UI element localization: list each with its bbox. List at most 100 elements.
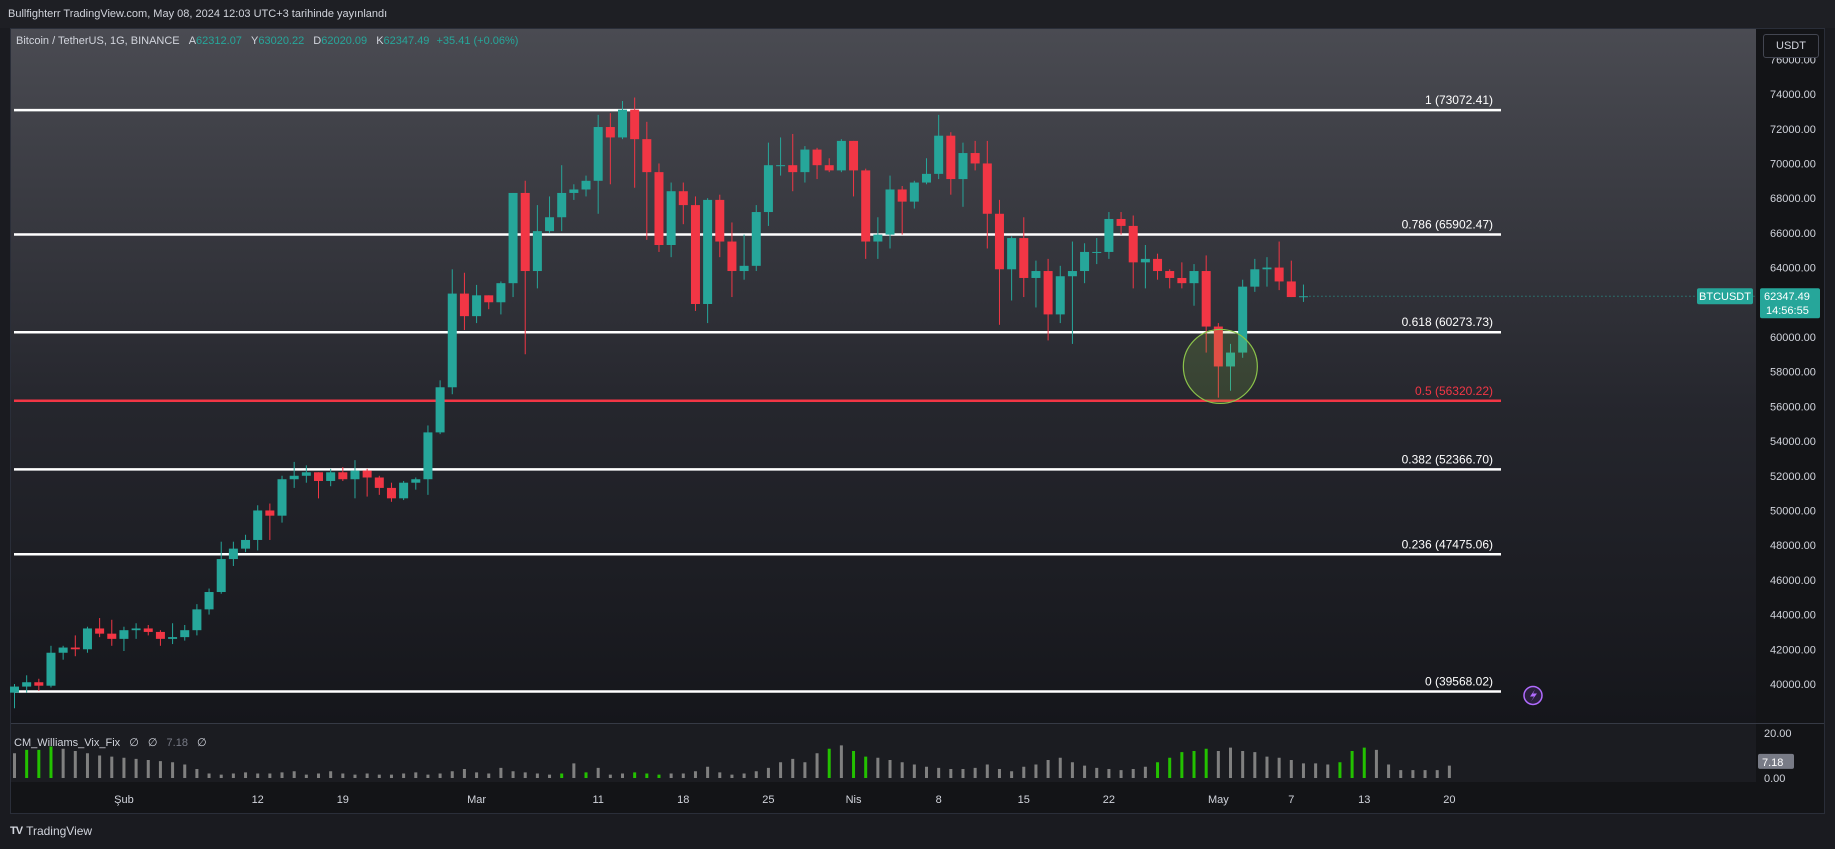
candle[interactable] (1116, 212, 1126, 235)
candle[interactable] (1104, 212, 1114, 259)
candle[interactable] (605, 113, 615, 185)
candle[interactable] (338, 467, 348, 481)
tradingview-logo[interactable]: TV TradingView (10, 824, 92, 838)
candle[interactable] (350, 460, 360, 499)
candle[interactable] (727, 222, 737, 298)
candle[interactable] (922, 158, 931, 185)
candle[interactable] (1298, 284, 1308, 302)
candle[interactable] (95, 618, 105, 638)
candle[interactable] (970, 140, 980, 171)
candle[interactable] (155, 630, 165, 646)
candle[interactable] (958, 142, 968, 207)
candle[interactable] (1201, 255, 1211, 353)
candle[interactable] (703, 198, 713, 324)
candle[interactable] (666, 182, 676, 258)
candle[interactable] (192, 604, 202, 636)
candle[interactable] (131, 623, 141, 639)
currency-button[interactable]: USDT (1763, 34, 1819, 58)
candle[interactable] (1043, 258, 1053, 341)
candle[interactable] (569, 184, 579, 200)
candle[interactable] (849, 140, 859, 197)
candle[interactable] (411, 477, 421, 490)
candle[interactable] (1165, 269, 1175, 289)
candle[interactable] (241, 534, 251, 553)
candle[interactable] (557, 165, 567, 232)
candle[interactable] (1213, 323, 1223, 398)
candle[interactable] (654, 163, 664, 252)
candle[interactable] (326, 468, 336, 487)
candle[interactable] (873, 217, 883, 259)
candle[interactable] (751, 205, 761, 272)
candle[interactable] (763, 142, 773, 226)
candle[interactable] (1189, 264, 1199, 306)
candle[interactable] (1286, 260, 1296, 298)
candle[interactable] (1007, 236, 1017, 301)
candle[interactable] (690, 196, 700, 311)
candle[interactable] (739, 234, 749, 280)
candle[interactable] (423, 425, 433, 495)
candle[interactable] (1153, 253, 1163, 280)
candle[interactable] (581, 175, 591, 197)
candle[interactable] (168, 623, 178, 645)
candle[interactable] (119, 626, 129, 652)
candle[interactable] (472, 284, 482, 324)
candle[interactable] (642, 121, 652, 240)
candle[interactable] (204, 588, 214, 615)
candle[interactable] (800, 146, 810, 183)
candle[interactable] (1080, 243, 1090, 284)
candle[interactable] (788, 133, 798, 192)
candle[interactable] (277, 475, 287, 523)
candle[interactable] (1177, 262, 1187, 289)
indicator-legend[interactable]: CM_Williams_Vix_Fix ∅ ∅ 7.18 ∅ (14, 736, 207, 749)
candle[interactable] (812, 147, 822, 180)
candle[interactable] (982, 140, 992, 249)
candle[interactable] (1250, 258, 1260, 292)
candle[interactable] (630, 97, 640, 188)
candle[interactable] (715, 194, 725, 258)
candle[interactable] (1031, 260, 1041, 308)
candle[interactable] (897, 186, 907, 235)
candle[interactable] (34, 678, 44, 691)
candle[interactable] (58, 645, 68, 660)
candle[interactable] (836, 139, 846, 173)
candle[interactable] (508, 192, 518, 298)
candle[interactable] (618, 100, 627, 140)
candle[interactable] (459, 272, 469, 331)
candle[interactable] (362, 468, 372, 497)
candle[interactable] (82, 626, 92, 653)
candle[interactable] (861, 168, 871, 259)
candle[interactable] (301, 465, 311, 483)
candle[interactable] (1067, 241, 1077, 344)
candle[interactable] (994, 199, 1004, 325)
candle[interactable] (374, 475, 384, 495)
candle[interactable] (545, 196, 555, 233)
candle[interactable] (593, 114, 603, 214)
candle[interactable] (1055, 265, 1065, 324)
candle[interactable] (265, 503, 275, 540)
candle[interactable] (180, 624, 190, 641)
candle[interactable] (909, 180, 919, 209)
candle[interactable] (496, 281, 506, 315)
candle[interactable] (22, 675, 32, 693)
candle[interactable] (447, 269, 457, 395)
candle[interactable] (678, 182, 688, 225)
candle[interactable] (10, 683, 19, 709)
candle[interactable] (314, 472, 323, 499)
candle[interactable] (435, 380, 445, 435)
candle[interactable] (1274, 241, 1284, 291)
candle[interactable] (532, 205, 542, 289)
candle[interactable] (216, 541, 226, 594)
candle[interactable] (1140, 245, 1150, 289)
candle[interactable] (228, 541, 238, 566)
candle[interactable] (46, 645, 56, 688)
candle[interactable] (399, 480, 409, 501)
candle[interactable] (386, 482, 396, 502)
candle[interactable] (107, 619, 117, 646)
candle[interactable] (70, 635, 80, 657)
candle[interactable] (1238, 279, 1248, 358)
candle[interactable] (520, 180, 530, 355)
candle[interactable] (1128, 215, 1138, 289)
symbol-legend[interactable]: Bitcoin / TetherUS, 1G, BINANCE A62312.0… (16, 35, 518, 47)
candle[interactable] (1226, 343, 1235, 391)
